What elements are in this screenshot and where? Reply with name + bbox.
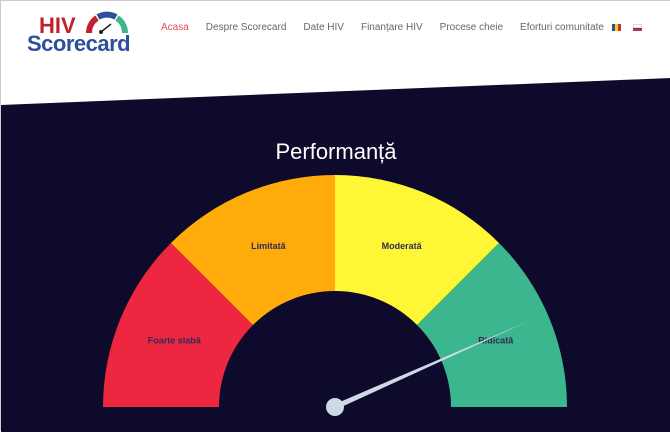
ro-flag-icon[interactable]	[612, 24, 621, 31]
logo-scorecard: Scorecard	[27, 31, 131, 56]
gauge-segment-label: Foarte slabă	[148, 335, 202, 345]
language-switcher	[612, 24, 642, 32]
main-nav: Acasa Despre Scorecard Date HIV Finanțar…	[161, 22, 621, 33]
gauge-segment	[335, 175, 500, 325]
nav-despre-scorecard[interactable]: Despre Scorecard	[205, 22, 287, 33]
gauge-segment	[417, 242, 567, 407]
gauge-segment	[103, 242, 253, 407]
logo-hiv: HIV	[39, 13, 76, 38]
nav-eforturi-comunitate[interactable]: Eforturi comunitate	[520, 22, 604, 33]
nav-acasa[interactable]: Acasa	[161, 22, 189, 33]
nav-procese-cheie[interactable]: Procese cheie	[439, 22, 504, 33]
nav-finantare-hiv[interactable]: Finanțare HIV	[360, 22, 423, 33]
logo[interactable]: HIV Scorecard	[27, 7, 131, 56]
gauge-title: Performanță	[275, 139, 397, 164]
gauge-needle-pivot	[326, 398, 344, 416]
gauge-needle	[333, 321, 527, 411]
gauge-segment-label: Limitată	[251, 241, 287, 251]
gauge-logo-icon	[85, 11, 129, 34]
gauge-segment-label: Ridicată	[478, 335, 514, 345]
gauge-segment	[170, 175, 335, 325]
gauge-segment-label: Moderată	[382, 241, 423, 251]
ru-flag-icon[interactable]	[633, 24, 642, 32]
nav-date-hiv[interactable]: Date HIV	[303, 22, 344, 33]
